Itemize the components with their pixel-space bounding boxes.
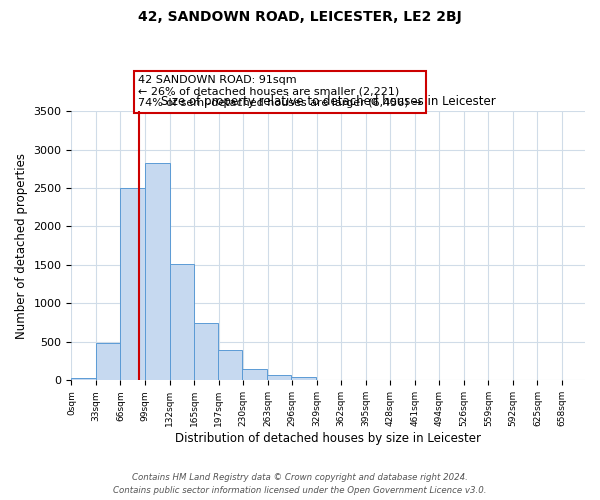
Text: Contains HM Land Registry data © Crown copyright and database right 2024.
Contai: Contains HM Land Registry data © Crown c… <box>113 474 487 495</box>
Bar <box>145 164 170 380</box>
Bar <box>194 324 218 380</box>
Bar <box>218 350 242 380</box>
Bar <box>71 378 96 380</box>
Y-axis label: Number of detached properties: Number of detached properties <box>15 152 28 338</box>
Text: 42 SANDOWN ROAD: 91sqm
← 26% of detached houses are smaller (2,221)
74% of semi-: 42 SANDOWN ROAD: 91sqm ← 26% of detached… <box>138 75 422 108</box>
Bar <box>242 369 267 380</box>
Bar <box>292 376 316 380</box>
Text: 42, SANDOWN ROAD, LEICESTER, LE2 2BJ: 42, SANDOWN ROAD, LEICESTER, LE2 2BJ <box>138 10 462 24</box>
Title: Size of property relative to detached houses in Leicester: Size of property relative to detached ho… <box>161 96 496 108</box>
Bar <box>267 375 292 380</box>
Bar <box>121 188 145 380</box>
X-axis label: Distribution of detached houses by size in Leicester: Distribution of detached houses by size … <box>175 432 481 445</box>
Bar <box>96 344 121 380</box>
Bar <box>170 264 194 380</box>
